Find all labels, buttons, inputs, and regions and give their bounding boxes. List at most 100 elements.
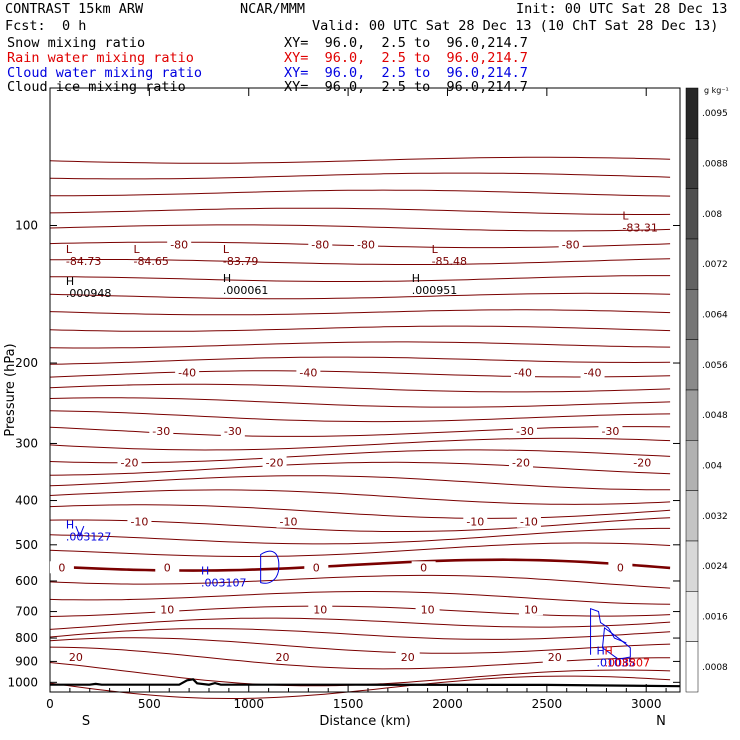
isotherm-contour: [49, 383, 671, 393]
x-tick-label: 1500: [333, 697, 364, 711]
extremum-marker: L: [133, 243, 140, 256]
x-tick-label: 2000: [432, 697, 463, 711]
isotherm-contour: [49, 397, 671, 408]
contour-label: -10: [466, 516, 484, 529]
colorbar-tick-label: .0088: [702, 160, 728, 170]
colorbar-tick-label: .0056: [702, 361, 728, 371]
cloud-water-contour: [601, 626, 631, 660]
isotherm-contour: [49, 207, 671, 215]
colorbar-swatch: [685, 289, 699, 340]
contour-label: -10: [520, 516, 538, 529]
colorbar-tick-label: .0095: [702, 109, 728, 119]
field-label-snow: Snow mixing ratio: [7, 35, 146, 51]
extremum-marker: L: [223, 243, 230, 256]
contour-label: 10: [524, 603, 538, 616]
x-tick-label: 500: [138, 697, 161, 711]
model-title: CONTRAST 15km ARW: [5, 1, 144, 17]
colorbar: .0095 .0088 .008 .0072 .0064 .0056 .0048 .004 .0…: [685, 87, 728, 693]
isotherm-contour: [49, 258, 671, 265]
contour-label: -80: [562, 238, 580, 251]
contour-label: -20: [633, 456, 651, 469]
isotherm-contour: [49, 662, 671, 687]
x-tick-label: 3000: [631, 697, 662, 711]
field-xy-snow: XY= 96.0, 2.5 to 96.0,214.7: [284, 35, 528, 51]
contour-label: -80: [311, 238, 329, 251]
y-tick-label: 200: [15, 356, 38, 370]
colorbar-tick-label: .008: [702, 210, 722, 220]
isotherm-contour: [49, 675, 671, 699]
contour-label-bg: [308, 238, 333, 251]
contour-label: -30: [152, 425, 170, 438]
contour-label: 20: [548, 651, 562, 664]
isotherm-contour: [49, 309, 671, 316]
contour-label-bg: [509, 456, 534, 469]
colorbar-tick-label: .0024: [702, 562, 728, 572]
contour-label-bg: [630, 456, 655, 469]
contour-label-bg: [542, 650, 567, 663]
contour-label-bg: [49, 561, 74, 574]
plot-frame: [49, 87, 681, 693]
y-tick-label: 1000: [7, 675, 38, 689]
extremum-marker: H: [412, 272, 420, 285]
contour-label-bg: [175, 366, 200, 379]
freezing-level-contour: [49, 558, 671, 572]
contour-label-bg: [608, 561, 633, 574]
colorbar-unit: g kg⁻¹: [704, 86, 729, 95]
contour-label: -80: [357, 238, 375, 251]
contour-label-bg: [167, 238, 192, 251]
contour-label: -10: [280, 516, 298, 529]
extremum-value: .000948: [66, 287, 112, 300]
colorbar-swatch: [685, 87, 699, 139]
contour-label-bg: [411, 561, 436, 574]
contour-label-bg: [518, 603, 543, 616]
isotherm-contour: [49, 574, 671, 589]
contour-label-bg: [558, 238, 583, 251]
extremum-value: .003127: [66, 530, 112, 543]
contour-label: -20: [266, 456, 284, 469]
isotherm-contour: [49, 437, 671, 451]
contour-label-bg: [220, 425, 245, 438]
isotherm-contour: [49, 527, 671, 545]
extremum-marker: L: [66, 243, 73, 256]
extremum-marker: H: [66, 275, 74, 288]
colorbar-swatch: [685, 188, 699, 240]
contour-label-bg: [580, 366, 605, 379]
y-tick-label: 500: [15, 538, 38, 552]
contour-label: 0: [58, 561, 65, 574]
colorbar-tick-label: .0008: [702, 663, 728, 673]
field-xy-cloud-ice: XY= 96.0, 2.5 to 96.0,214.7: [284, 79, 528, 95]
contour-label-bg: [155, 603, 180, 616]
field-xy-cloud-water: XY= 96.0, 2.5 to 96.0,214.7: [284, 65, 528, 81]
contour-label-bg: [117, 456, 142, 469]
valid-time: Valid: 00 UTC Sat 28 Dec 13 (10 ChT Sat …: [312, 18, 719, 34]
contour-label: 0: [164, 561, 171, 574]
extremum-value: -83.31: [622, 221, 657, 234]
contour-label: -40: [178, 367, 196, 380]
terrain-surface: [50, 678, 681, 688]
colorbar-swatch: [685, 641, 699, 693]
x-tick-label: 2500: [532, 697, 563, 711]
endpoint-right: N: [656, 714, 666, 729]
isotherm-contour: [49, 504, 671, 519]
isotherm-contour: [49, 426, 671, 437]
contour-label: -30: [601, 425, 619, 438]
x-tick-label: 0: [46, 697, 54, 711]
isotherm-contour: [49, 275, 671, 282]
colorbar-tick-label: .0072: [702, 260, 728, 270]
contour-label-bg: [512, 425, 537, 438]
extremum-marker: H: [223, 272, 231, 285]
contour-label-bg: [353, 238, 378, 251]
extremum-value: -83.79: [223, 255, 258, 268]
x-axis-label: Distance (km): [319, 714, 410, 729]
colorbar-swatch: [685, 138, 699, 189]
cloud-water-contour: [75, 525, 85, 538]
colorbar-tick-label: .0016: [702, 613, 728, 623]
mixing-ratio-contours: [75, 525, 631, 660]
isotherm-contour: [49, 449, 671, 464]
isotherm-contour: [49, 605, 671, 617]
contour-label: -10: [130, 516, 148, 529]
contour-label: -20: [121, 456, 139, 469]
isotherm-contour: [49, 292, 671, 300]
extremum-marker: L: [622, 209, 629, 222]
fcst-value: 0 h: [62, 18, 87, 34]
